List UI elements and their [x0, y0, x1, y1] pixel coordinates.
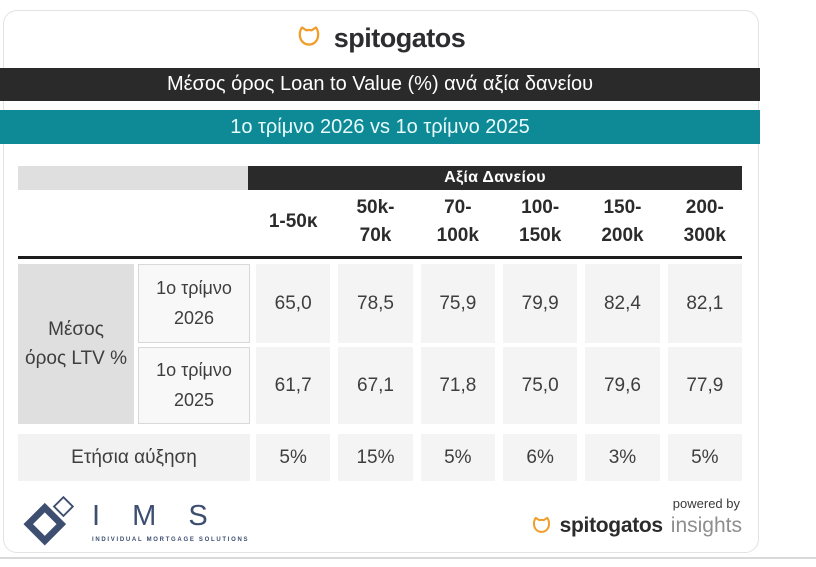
- report-title: Μέσος όρος Loan to Value (%) ανά αξία δα…: [166, 73, 594, 95]
- column-header: 50k- 70k: [356, 196, 395, 247]
- period-subtitle: 1ο τρίμνο 2026 vs 1ο τρίμνο 2025: [230, 115, 530, 138]
- value-cell: 82,1: [667, 264, 742, 343]
- value-cell: 61,7: [256, 347, 331, 424]
- row-label-2025: 1ο τρίμνο 2025: [138, 347, 250, 424]
- annual-increase-label: Ετήσια αύξηση: [18, 434, 250, 481]
- row-spacer: [18, 264, 138, 343]
- row-group-label: Μέσος όρος LTV %: [18, 264, 134, 424]
- column-header: 150- 200k: [601, 196, 644, 247]
- value-cell: 79,6: [585, 347, 660, 424]
- table-band-row: Αξία Δανείου: [18, 166, 742, 190]
- powered-by-block: powered by spitogatos insights: [530, 496, 742, 538]
- annual-value-cell: 5%: [667, 434, 742, 481]
- value-cell: 79,9: [502, 264, 578, 343]
- powered-by-label: powered by: [672, 496, 740, 511]
- value-cell: 78,5: [338, 264, 413, 343]
- ltv-table: Αξία Δανείου 1-50κ 50k- 70k 70- 100k 100…: [18, 166, 742, 486]
- column-header: 1-50κ: [268, 210, 318, 232]
- page-bottom-divider: [0, 557, 816, 559]
- annual-value-cell: 3%: [585, 434, 660, 481]
- value-cell: 75,9: [420, 264, 495, 343]
- column-header: 100- 150k: [519, 196, 562, 247]
- column-header-row: 1-50κ 50k- 70k 70- 100k 100- 150k 150- 2…: [18, 190, 742, 254]
- column-header: 70- 100k: [436, 196, 479, 247]
- ims-name: I M S: [92, 500, 220, 532]
- band-spacer: [18, 166, 248, 190]
- period-bar: 1ο τρίμνο 2026 vs 1ο τρίμνο 2025: [0, 110, 760, 144]
- value-cell: 75,0: [502, 347, 578, 424]
- annual-value-cell: 15%: [338, 434, 413, 481]
- loan-value-header: Αξία Δανείου: [248, 166, 742, 190]
- table-row-2025: 1ο τρίμνο 2025 61,7 67,1 71,8 75,0 79,6 …: [18, 347, 742, 424]
- header-spacer: [18, 190, 250, 254]
- header-divider: [18, 256, 742, 259]
- value-cell: 65,0: [256, 264, 331, 343]
- report-title-bar: Μέσος όρος Loan to Value (%) ανά αξία δα…: [0, 68, 760, 101]
- row-label-2026: 1ο τρίμνο 2026: [138, 264, 250, 343]
- ims-tagline: INDIVIDUAL MORTGAGE SOLUTIONS: [92, 537, 250, 543]
- cat-icon: [532, 516, 550, 533]
- brand-name: spitogatos: [333, 22, 466, 53]
- annual-increase-row: Ετήσια αύξηση 5% 15% 5% 6% 3% 5%: [18, 434, 742, 481]
- row-spacer: [18, 347, 138, 424]
- table-row-2026: 1ο τρίμνο 2026 65,0 78,5 75,9 79,9 82,4 …: [18, 264, 742, 343]
- ims-logo: I M S INDIVIDUAL MORTGAGE SOLUTIONS: [22, 493, 249, 547]
- value-cell: 77,9: [667, 347, 742, 424]
- cat-icon: [298, 26, 320, 46]
- column-header: 200- 300k: [683, 196, 726, 247]
- value-cell: 71,8: [420, 347, 495, 424]
- brand-logo: spitogatos: [0, 18, 760, 58]
- annual-value-cell: 5%: [256, 434, 331, 481]
- value-cell: 67,1: [338, 347, 413, 424]
- value-cell: 82,4: [585, 264, 660, 343]
- insights-brand-light: insights: [670, 514, 742, 537]
- ims-diamond-icon: [23, 495, 75, 546]
- annual-value-cell: 6%: [502, 434, 578, 481]
- annual-value-cell: 5%: [420, 434, 495, 481]
- insights-brand-bold: spitogatos: [559, 514, 663, 537]
